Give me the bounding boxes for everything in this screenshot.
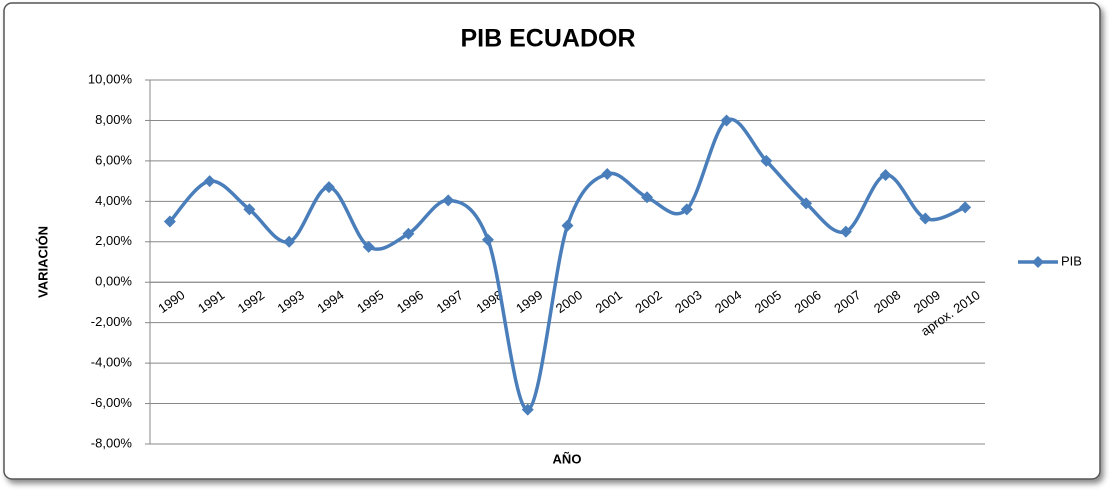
point-marker [243, 203, 256, 216]
x-axis-label: AÑO [553, 451, 582, 466]
point-marker [521, 403, 534, 416]
y-tick-label: -6,00% [91, 395, 133, 410]
point-marker [481, 233, 494, 246]
y-axis-label: VARIACIÓN [35, 226, 50, 298]
point-marker [800, 197, 813, 210]
point-marker [839, 225, 852, 238]
point-marker [641, 191, 654, 204]
y-tick-label: 0,00% [95, 274, 132, 289]
y-tick-label: 8,00% [95, 112, 132, 127]
legend-marker [1032, 256, 1044, 268]
point-marker [879, 169, 892, 182]
point-marker [959, 201, 972, 214]
point-marker [561, 219, 574, 232]
point-marker [680, 203, 693, 216]
point-marker [322, 181, 335, 194]
y-tick-label: -4,00% [91, 355, 133, 370]
point-marker [760, 154, 773, 167]
y-tick-label: 2,00% [95, 233, 132, 248]
chart-frame [3, 2, 1101, 480]
point-marker [163, 215, 176, 228]
y-tick-label: 10,00% [88, 71, 133, 86]
y-tick-label: -2,00% [91, 314, 133, 329]
point-marker [919, 212, 932, 225]
y-tick-label: -8,00% [91, 435, 133, 450]
legend-label: PIB [1061, 253, 1082, 268]
point-marker [442, 194, 455, 207]
y-tick-label: 6,00% [95, 152, 132, 167]
point-marker [203, 175, 216, 188]
series-line [168, 117, 966, 412]
point-marker [402, 227, 415, 240]
point-marker [362, 240, 375, 253]
chart-title: PIB ECUADOR [460, 25, 635, 53]
y-tick-label: 4,00% [95, 193, 132, 208]
point-marker [720, 114, 733, 127]
point-marker [601, 168, 614, 181]
point-marker [283, 235, 296, 248]
